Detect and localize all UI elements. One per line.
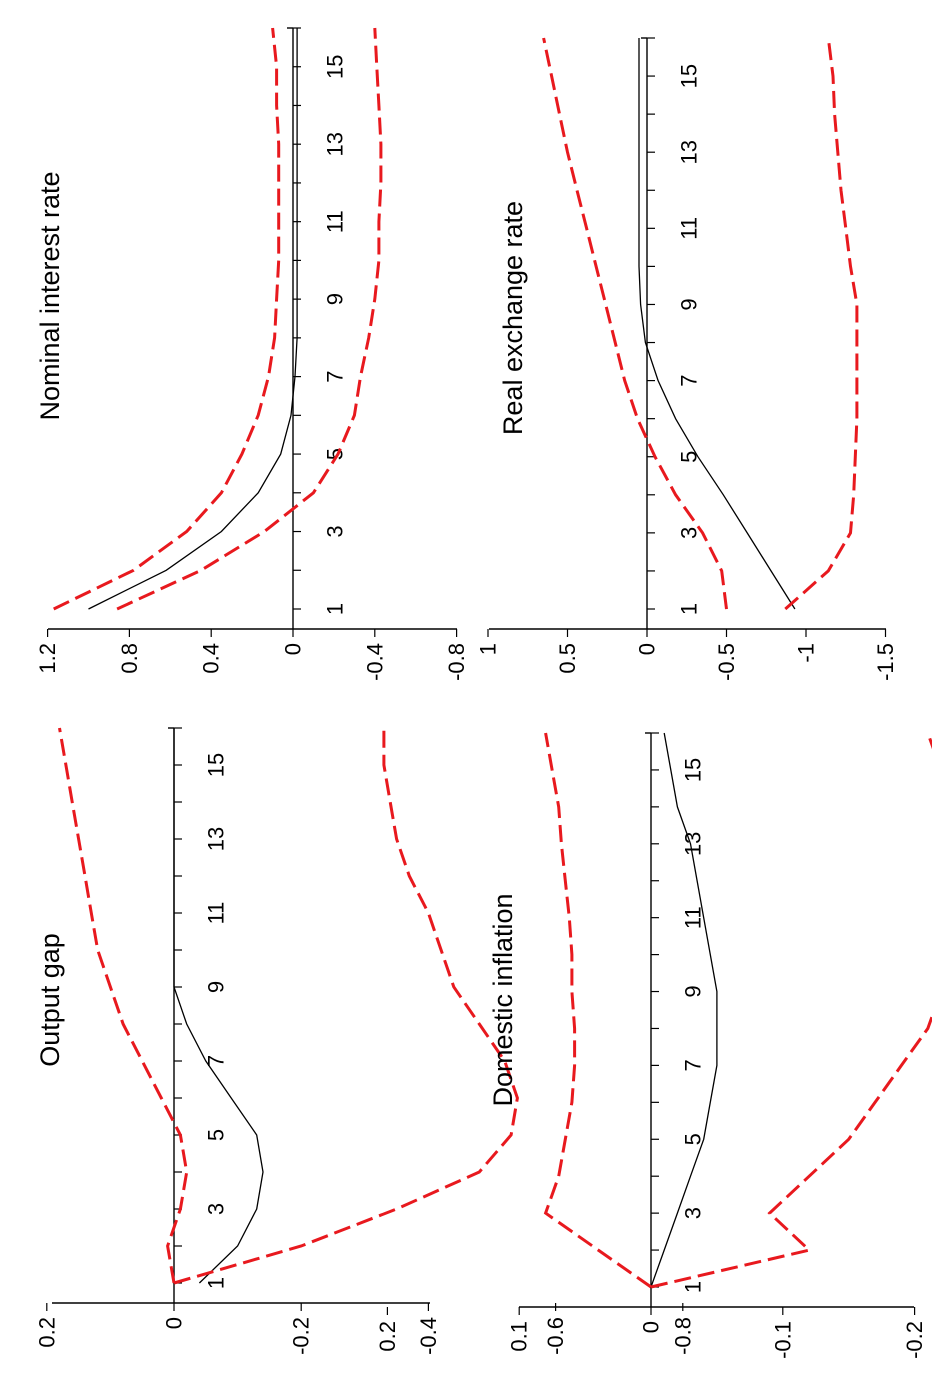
time-tick-label: 5 — [681, 1133, 706, 1145]
time-tick-label: 13 — [204, 827, 229, 851]
time-tick-label: 5 — [204, 1129, 229, 1141]
series-line-upper-band — [53, 27, 281, 611]
time-tick-label: 1 — [681, 1281, 706, 1293]
series-line-lower-band — [173, 728, 519, 1285]
value-tick-label: 0 — [635, 643, 660, 655]
value-tick-label: -0.4 — [362, 643, 387, 681]
panel-output-gap: Output gap 0.40.20-0.2-0.4-0.6-0.8135791… — [34, 727, 695, 1355]
value-tick-label: 0.2 — [375, 1321, 400, 1352]
time-tick-label: 3 — [681, 1207, 706, 1219]
time-tick-label: 3 — [204, 1203, 229, 1215]
time-tick-label: 3 — [677, 527, 702, 539]
time-tick-label: 15 — [681, 758, 706, 782]
value-tick-label: 1 — [476, 643, 501, 655]
panel-real-exchange-rate: Real exchange rate 1 0.5 0 -0.5 -1 -1.5135791… — [476, 37, 898, 681]
time-tick-label: 1 — [323, 603, 348, 615]
time-tick-label: 15 — [677, 64, 702, 88]
value-tick-label: 0 — [639, 1321, 664, 1333]
value-tick-label: 0 — [162, 1317, 187, 1329]
value-tick-label: -0.2 — [289, 1317, 314, 1355]
value-tick-label: 1.2 — [35, 643, 60, 674]
time-tick-label: 11 — [677, 217, 702, 240]
time-tick-label: 7 — [204, 1055, 229, 1067]
value-tick-label: -1 — [794, 643, 819, 663]
time-tick-label: 13 — [681, 832, 706, 856]
value-tick-label: -0.1 — [770, 1321, 795, 1359]
panel-domestic-inflation: Domestic inflation 0.20.10-0.1-0.2-0.3-0… — [375, 732, 932, 1359]
series-line-upper-band — [542, 37, 728, 610]
time-tick-label: 7 — [323, 370, 348, 382]
series-line-lower-band — [650, 732, 932, 1289]
time-tick-label: 11 — [204, 902, 229, 925]
panel-title: Domestic inflation — [488, 893, 518, 1106]
time-tick-label: 1 — [677, 603, 702, 615]
value-tick-label: 0 — [281, 643, 306, 655]
series-line-lower-band — [784, 37, 859, 611]
time-tick-label: 9 — [204, 981, 229, 993]
time-tick-label: 7 — [677, 374, 702, 386]
series-line-upper-band — [543, 732, 652, 1289]
time-tick-label: 1 — [204, 1277, 229, 1289]
value-tick-label: -0.8 — [670, 1317, 695, 1355]
time-tick-label: 9 — [681, 985, 706, 997]
value-tick-label: -1.5 — [873, 643, 898, 681]
series-line-median — [638, 38, 796, 610]
panel-title: Nominal interest rate — [35, 171, 65, 420]
time-tick-label: 7 — [681, 1059, 706, 1071]
time-tick-label: 11 — [323, 210, 348, 233]
time-tick-label: 5 — [323, 448, 348, 460]
value-tick-label: -0.8 — [444, 643, 469, 681]
time-tick-label: 13 — [677, 140, 702, 164]
value-tick-label: 0.2 — [34, 1317, 59, 1348]
panel-title: Real exchange rate — [498, 201, 528, 435]
panel-title: Output gap — [35, 933, 65, 1067]
time-tick-label: 11 — [681, 906, 706, 929]
time-tick-label: 5 — [677, 451, 702, 463]
time-tick-label: 13 — [323, 132, 348, 156]
series-line-median — [650, 732, 718, 1288]
series-line-lower-band — [116, 27, 383, 611]
series-line-median — [173, 728, 264, 1284]
value-tick-label: -0.4 — [416, 1317, 441, 1355]
value-tick-label: -0.5 — [714, 643, 739, 681]
value-tick-label: 0.1 — [507, 1321, 532, 1352]
series-line-upper-band — [58, 727, 189, 1284]
value-tick-label: 0.5 — [555, 643, 580, 674]
value-tick-label: 0.8 — [117, 643, 142, 674]
series-line-median — [88, 28, 298, 610]
time-tick-label: 15 — [323, 54, 348, 78]
time-tick-label: 9 — [323, 293, 348, 305]
time-tick-label: 15 — [204, 753, 229, 777]
value-tick-label: -0.6 — [543, 1317, 568, 1355]
value-tick-label: 0.4 — [199, 643, 224, 674]
value-tick-label: -0.2 — [902, 1321, 927, 1359]
panel-nominal-interest-rate: Nominal interest rate 1.2 0.8 0.4 0 -0.4 -0.8… — [35, 27, 469, 681]
time-tick-label: 9 — [677, 298, 702, 310]
time-tick-label: 3 — [323, 525, 348, 537]
